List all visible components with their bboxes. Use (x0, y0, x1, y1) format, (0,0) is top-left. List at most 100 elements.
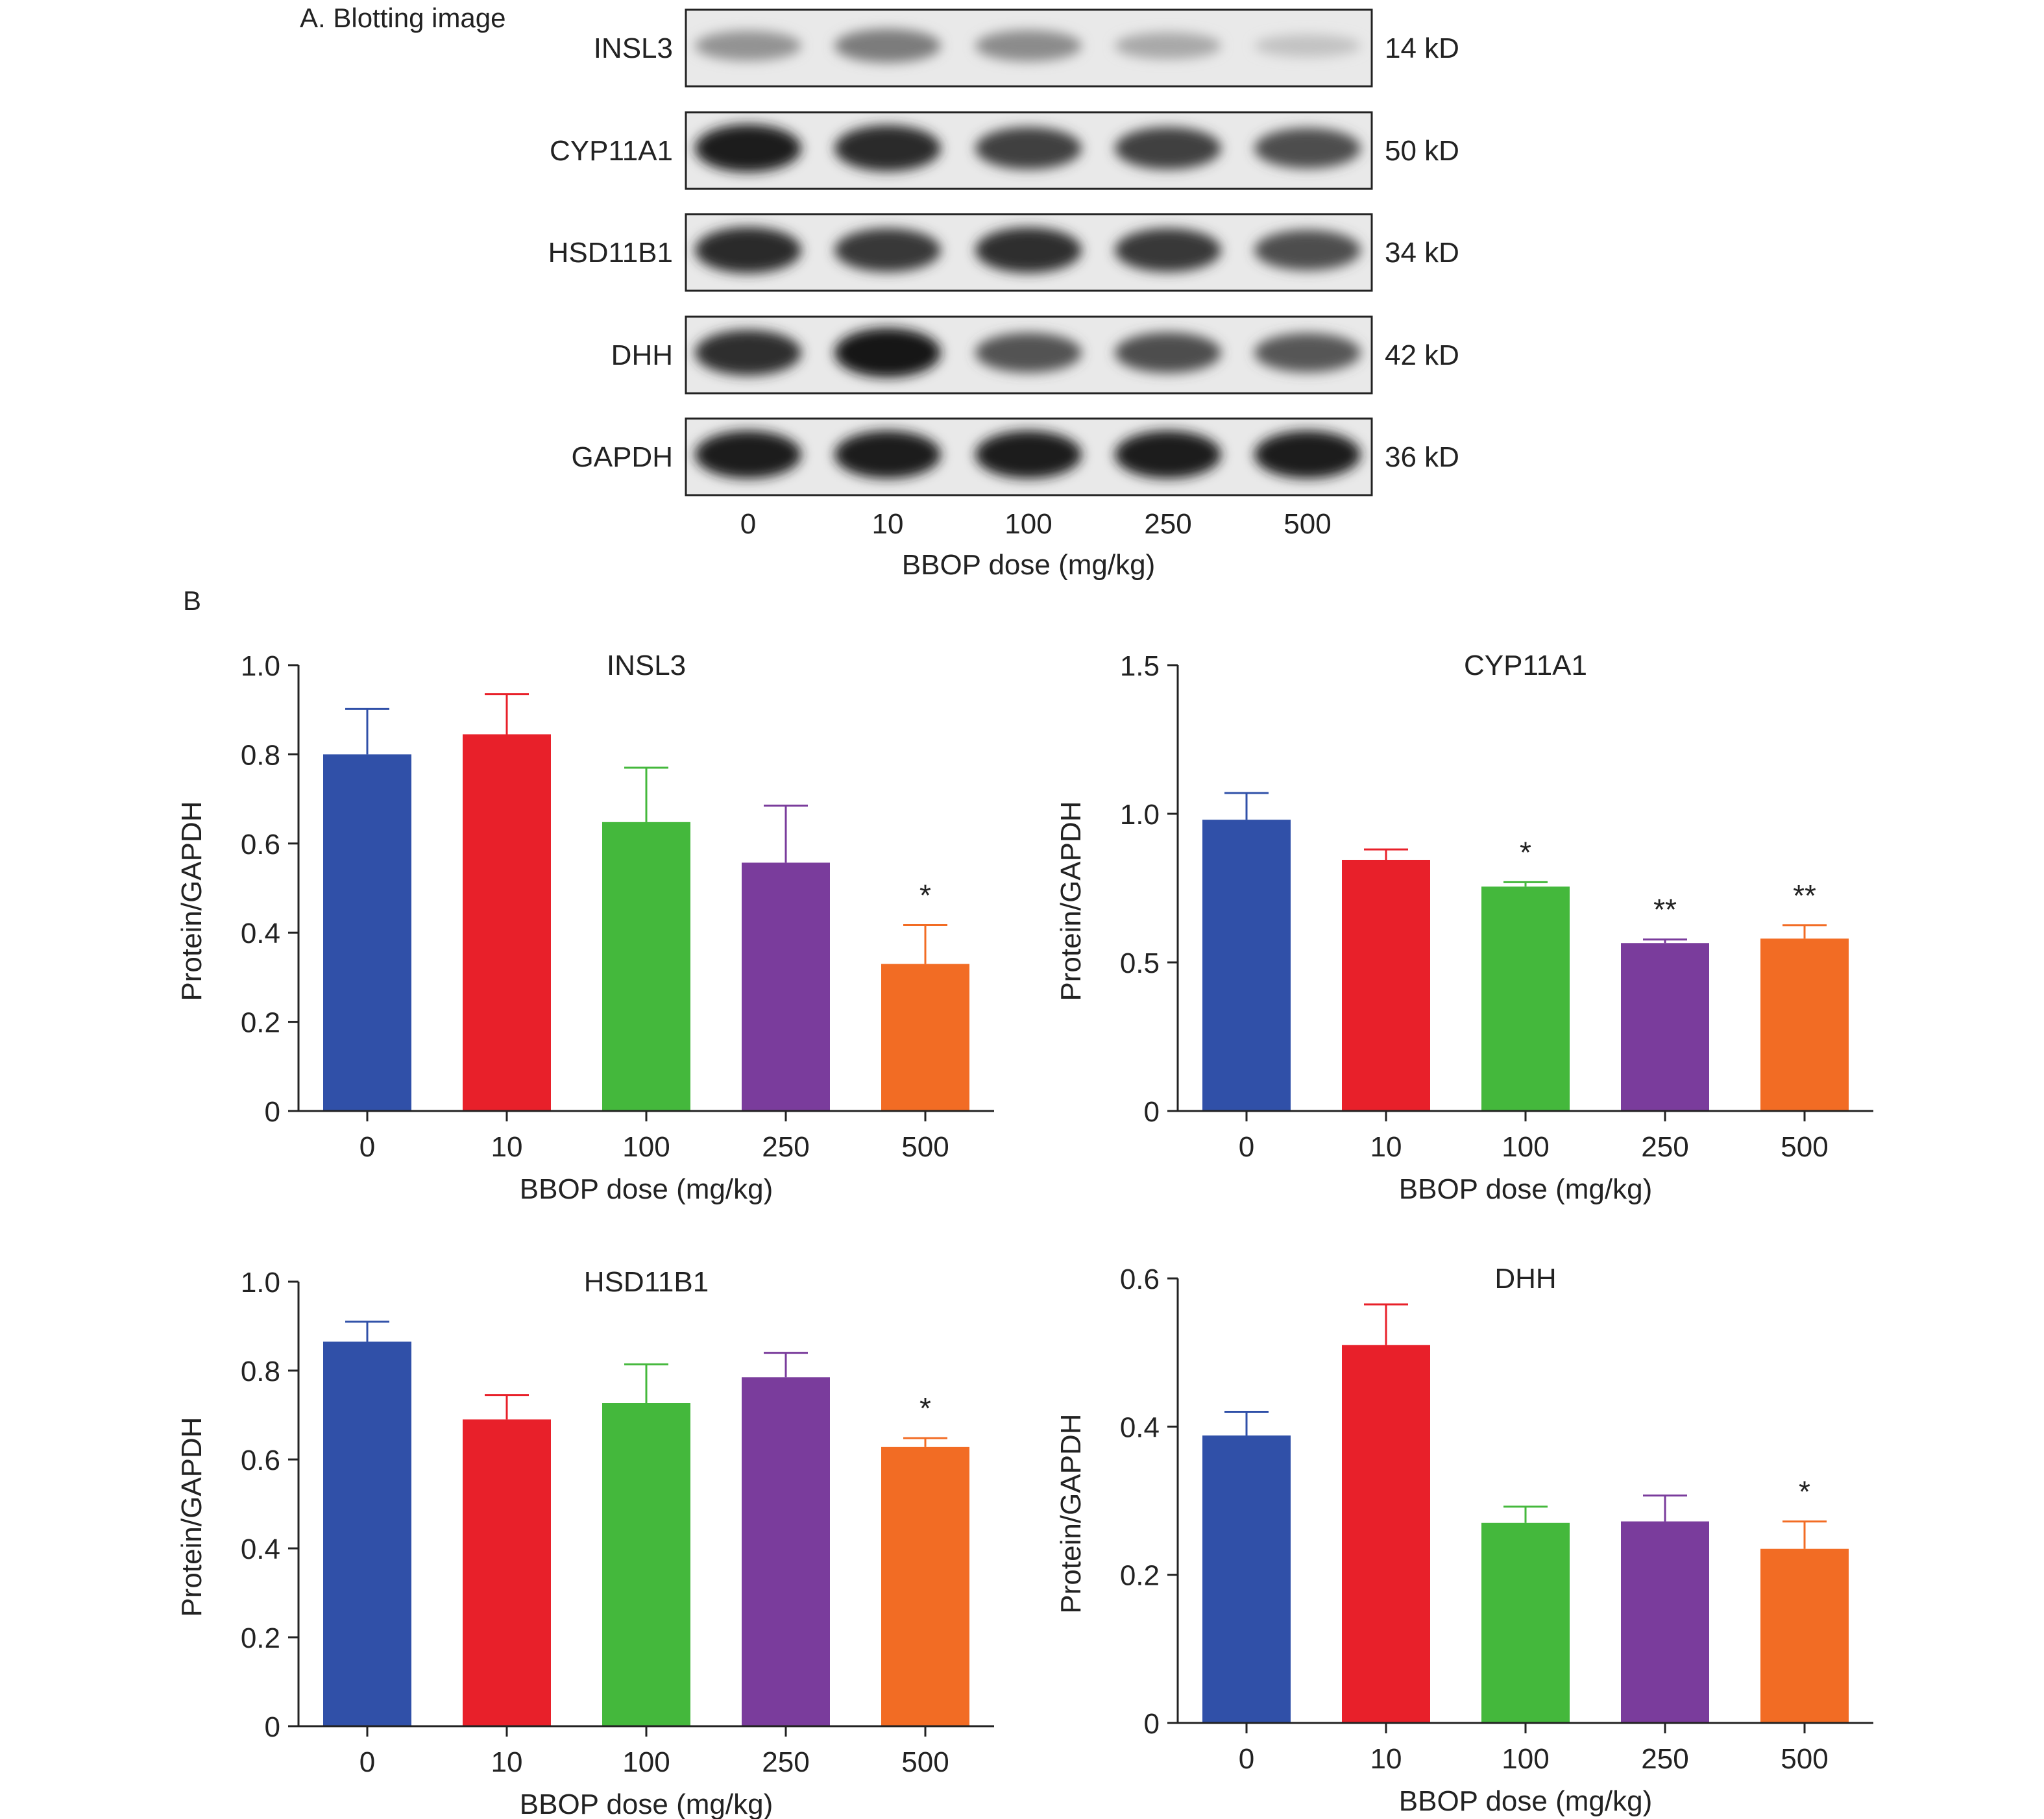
chart-hsd11b1: 0 0.2 0.4 0.6 0.8 1.0 0 10 100 250 * 500 HSD11B1 BBOP… (176, 1266, 994, 1819)
y-tick-label: 0 (1144, 1096, 1160, 1128)
bar (742, 1377, 830, 1726)
x-tick-label: 10 (1370, 1131, 1402, 1163)
chart-dhh: 0 0.2 0.4 0.6 0 10 100 250 * 500 DHH BBOP dose (mg/… (1055, 1263, 1873, 1817)
blot-band (1115, 32, 1221, 60)
y-tick-label: 0 (265, 1096, 280, 1128)
blot-band (695, 31, 801, 61)
blot-band (1254, 430, 1361, 479)
blot-band (975, 332, 1082, 373)
bar (1621, 1521, 1709, 1723)
x-tick-label: 500 (1781, 1743, 1828, 1775)
blot-bands (695, 430, 1361, 479)
blot-band (1115, 228, 1221, 273)
x-tick-label: 250 (762, 1131, 809, 1163)
y-tick-label: 0.4 (241, 1533, 280, 1565)
blot-row-dhh: DHH 42 kD (611, 315, 1459, 395)
blot-band (1254, 333, 1361, 372)
x-tick-label: 100 (622, 1131, 670, 1163)
blot-size-label: 34 kD (1385, 237, 1459, 269)
x-tick-label: 10 (491, 1131, 523, 1163)
y-tick-label: 1.0 (241, 1267, 280, 1299)
y-axis-label: Protein/GAPDH (1055, 801, 1087, 1001)
bar (1760, 938, 1849, 1111)
y-axis-label: Protein/GAPDH (1055, 1413, 1087, 1613)
x-axis-label: BBOP dose (mg/kg) (520, 1788, 773, 1819)
blot-x-axis-label: BBOP dose (mg/kg) (902, 549, 1155, 581)
y-tick-label: 0.4 (241, 918, 280, 949)
x-tick-label: 100 (1502, 1743, 1549, 1775)
bar (1621, 943, 1709, 1111)
bar (1202, 1435, 1291, 1723)
blot-protein-label: INSL3 (594, 32, 673, 64)
chart-title: HSD11B1 (584, 1266, 709, 1298)
significance-marker: ** (1793, 879, 1816, 912)
blot-size-label: 42 kD (1385, 339, 1459, 371)
blot-band (695, 226, 801, 274)
blot-row-cyp11a1: CYP11A1 50 kD (550, 111, 1459, 190)
x-tick-label: 100 (622, 1746, 670, 1778)
x-tick-label: 0 (359, 1746, 375, 1778)
blot-bands (695, 328, 1361, 378)
panel-b-label: B (183, 585, 201, 616)
blot-band (834, 430, 941, 479)
blot-lane-label: 100 (1004, 508, 1052, 540)
blot-row-gapdh: GAPDH 36 kD (572, 417, 1459, 496)
y-tick-label: 0.6 (1120, 1264, 1160, 1295)
y-tick-label: 0.2 (1120, 1560, 1160, 1592)
blot-size-label: 50 kD (1385, 135, 1459, 167)
x-tick-label: 0 (1239, 1743, 1254, 1775)
blot-row-insl3: INSL3 14 kD (594, 8, 1459, 88)
bar (602, 1403, 690, 1726)
blot-protein-label: CYP11A1 (550, 135, 673, 167)
chart-title: INSL3 (607, 650, 686, 681)
y-tick-label: 1.5 (1120, 650, 1160, 682)
blot-band (834, 328, 941, 378)
y-tick-label: 0.5 (1120, 947, 1160, 979)
y-tick-label: 0.6 (241, 1445, 280, 1476)
x-tick-label: 500 (1781, 1131, 1828, 1163)
blot-frame (685, 315, 1373, 395)
blot-band (695, 330, 801, 376)
blot-bands (695, 226, 1361, 274)
y-tick-label: 1.0 (1120, 799, 1160, 831)
blot-protein-label: HSD11B1 (548, 237, 673, 269)
bar (1481, 1522, 1570, 1723)
blot-band (1115, 332, 1221, 373)
bar (1342, 1345, 1430, 1723)
blot-band (834, 29, 941, 63)
x-tick-label: 500 (901, 1746, 949, 1778)
blot-band (975, 127, 1082, 170)
x-tick-label: 500 (901, 1131, 949, 1163)
y-tick-label: 0.2 (241, 1622, 280, 1654)
blot-band (1115, 127, 1221, 170)
x-tick-label: 0 (1239, 1131, 1254, 1163)
blot-bands (695, 29, 1361, 63)
x-tick-label: 250 (762, 1746, 809, 1778)
bar (1760, 1548, 1849, 1723)
blot-band (975, 430, 1082, 479)
bar (323, 1341, 411, 1726)
y-tick-label: 0.6 (241, 829, 280, 861)
y-tick-label: 0.2 (241, 1007, 280, 1039)
y-tick-label: 0.4 (1120, 1411, 1160, 1443)
x-tick-label: 0 (359, 1131, 375, 1163)
y-tick-label: 0.8 (241, 739, 280, 771)
blot-band (695, 430, 801, 479)
chart-cyp11a1: 0 0.5 1.0 1.5 0 10 * 100 ** 250 ** 500 CYP11A1 BBOP d… (1055, 650, 1873, 1205)
bar (323, 754, 411, 1111)
blot-band (1254, 128, 1361, 169)
blot-band (695, 124, 801, 173)
bar (463, 1419, 551, 1726)
blot-frame (685, 213, 1373, 292)
x-tick-label: 100 (1502, 1131, 1549, 1163)
chart-title: CYP11A1 (1464, 650, 1587, 681)
blot-frame (685, 111, 1373, 190)
panel-a-label: A. Blotting image (300, 3, 506, 33)
blot-frame (685, 8, 1373, 88)
x-axis-label: BBOP dose (mg/kg) (1399, 1785, 1652, 1817)
chart-title: DHH (1494, 1263, 1556, 1295)
blot-frame (685, 417, 1373, 496)
x-tick-label: 250 (1641, 1743, 1688, 1775)
